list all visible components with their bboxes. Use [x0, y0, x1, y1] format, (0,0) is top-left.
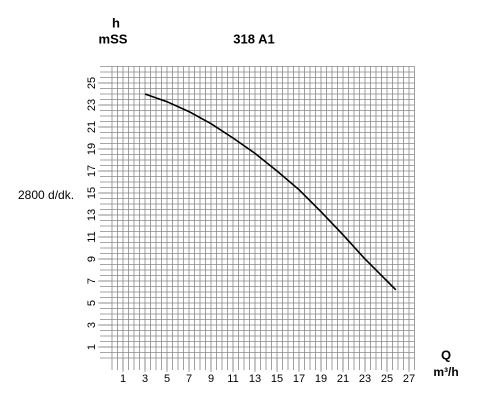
y-tick-label: 19: [86, 143, 98, 155]
x-tick-label: 5: [164, 373, 170, 385]
y-tick-label: 23: [86, 99, 98, 111]
x-tick-label: 3: [142, 373, 148, 385]
x-tick-label: 25: [381, 373, 393, 385]
y-tick-label: 3: [86, 322, 98, 328]
y-tick-label: 11: [86, 231, 98, 242]
y-tick-label: 15: [86, 187, 98, 199]
x-tick-label: 13: [249, 373, 261, 385]
x-label: Q: [441, 347, 451, 362]
chart-title: 318 A1: [233, 31, 274, 46]
x-tick-label: 1: [120, 373, 126, 385]
x-unit: m³/h: [433, 365, 458, 379]
x-tick-label: 9: [208, 373, 214, 385]
y-tick-label: 25: [86, 77, 98, 89]
curve: [144, 93, 397, 291]
y-tick-label: 21: [86, 121, 98, 133]
x-tick-label: 27: [403, 373, 415, 385]
x-tick-label: 11: [227, 373, 238, 385]
x-tick-label: 15: [271, 373, 283, 385]
x-tick-label: 17: [293, 373, 305, 385]
y-tick-label: 5: [86, 300, 98, 306]
y-tick-label: 9: [86, 256, 98, 262]
x-tick-label: 21: [337, 373, 349, 385]
y-tick-label: 13: [86, 209, 98, 221]
x-tick-label: 23: [359, 373, 371, 385]
speed-label: 2800 d/dk.: [18, 188, 74, 202]
x-tick-label: 7: [186, 373, 192, 385]
x-tick-label: 19: [315, 373, 327, 385]
y-tick-label: 1: [86, 344, 98, 350]
y-tick-label: 7: [86, 278, 98, 284]
y-label: h: [112, 15, 120, 30]
y-tick-label: 17: [86, 165, 98, 177]
y-unit: mSS: [99, 31, 128, 46]
